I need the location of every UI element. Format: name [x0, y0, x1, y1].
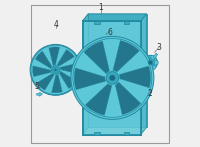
Circle shape [53, 68, 58, 72]
Circle shape [145, 65, 150, 70]
Polygon shape [49, 47, 60, 65]
Polygon shape [85, 84, 112, 115]
Polygon shape [35, 51, 52, 69]
Text: 6: 6 [107, 27, 112, 36]
Polygon shape [74, 68, 106, 90]
Polygon shape [83, 21, 141, 135]
Text: 3: 3 [157, 43, 161, 52]
Polygon shape [59, 71, 76, 89]
Circle shape [148, 75, 153, 80]
FancyBboxPatch shape [124, 132, 129, 135]
Polygon shape [33, 66, 51, 77]
FancyBboxPatch shape [141, 70, 145, 86]
Polygon shape [119, 66, 151, 88]
Circle shape [151, 65, 155, 70]
Circle shape [143, 55, 158, 70]
Circle shape [52, 66, 60, 74]
Circle shape [142, 60, 147, 65]
Circle shape [30, 44, 81, 95]
Polygon shape [88, 14, 147, 127]
Polygon shape [153, 53, 158, 59]
Polygon shape [83, 14, 88, 135]
Circle shape [154, 60, 158, 65]
Polygon shape [60, 63, 79, 74]
Circle shape [151, 55, 155, 60]
FancyBboxPatch shape [94, 132, 100, 135]
Polygon shape [83, 14, 147, 21]
Text: 5: 5 [34, 82, 39, 91]
Circle shape [148, 60, 152, 65]
Circle shape [54, 69, 57, 71]
FancyBboxPatch shape [124, 21, 129, 24]
Circle shape [146, 59, 154, 67]
Circle shape [106, 72, 119, 84]
Circle shape [109, 75, 115, 81]
Polygon shape [37, 74, 54, 90]
Polygon shape [141, 14, 147, 135]
Text: 1: 1 [98, 3, 103, 12]
Text: 4: 4 [54, 20, 59, 29]
Polygon shape [84, 41, 109, 74]
Polygon shape [115, 82, 141, 115]
Polygon shape [37, 92, 42, 96]
Polygon shape [113, 41, 139, 72]
Text: 2: 2 [148, 89, 153, 98]
FancyBboxPatch shape [94, 21, 100, 24]
Circle shape [71, 36, 154, 119]
Circle shape [145, 55, 150, 60]
Polygon shape [52, 74, 62, 93]
Polygon shape [57, 50, 74, 66]
